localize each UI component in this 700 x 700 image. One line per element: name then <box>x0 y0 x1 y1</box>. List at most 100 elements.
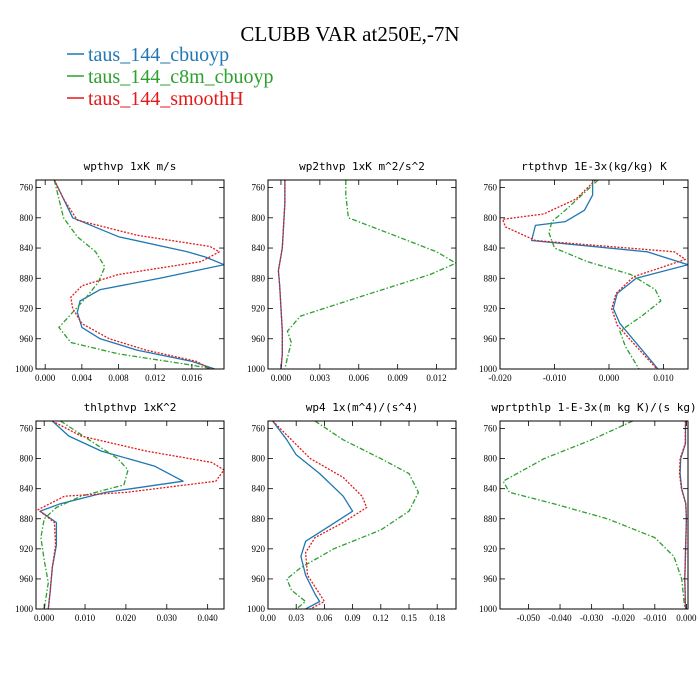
legend-label: taus_144_smoothH <box>88 88 244 110</box>
y-tick-label: 880 <box>484 514 498 524</box>
figure-title: CLUBB VAR at250E,-7N <box>240 22 459 46</box>
panel-title: thlpthvp 1xK^2 <box>84 401 177 414</box>
x-tick-label: 0.000 <box>271 373 292 383</box>
y-tick-label: 800 <box>484 454 498 464</box>
legend-label: taus_144_cbuoyp <box>88 44 229 66</box>
plot-frame <box>35 179 225 370</box>
series-line <box>53 180 224 369</box>
legend: taus_144_cbuoyp taus_144_c8m_cbuoyp taus… <box>67 44 274 110</box>
y-tick-label: 960 <box>252 334 266 344</box>
plot-frame <box>267 420 457 610</box>
x-tick-label: 0.012 <box>426 373 446 383</box>
y-tick-label: 1000 <box>15 604 34 614</box>
y-tick-label: 960 <box>484 334 498 344</box>
x-tick-label: 0.012 <box>145 373 165 383</box>
series-line <box>53 180 215 369</box>
x-tick-label: 0.09 <box>345 613 361 623</box>
x-tick-label: 0.010 <box>653 373 674 383</box>
y-tick-label: 1000 <box>479 604 498 614</box>
y-tick-label: 960 <box>484 574 498 584</box>
x-tick-label: 0.016 <box>182 373 203 383</box>
series-group <box>502 421 688 609</box>
y-tick-label: 760 <box>20 183 34 193</box>
x-tick-label: 0.15 <box>401 613 417 623</box>
panel: wprtpthlp 1-E-3x(m kg K)/(s kg) 760 800 840… <box>479 401 697 623</box>
y-tick-label: 760 <box>484 424 498 434</box>
y-tick-label: 920 <box>484 304 498 314</box>
series-line <box>530 180 688 369</box>
y-tick-label: 880 <box>484 273 498 283</box>
y-tick-label: 920 <box>20 304 34 314</box>
y-tick-label: 760 <box>252 183 266 193</box>
y-tick-label: 800 <box>20 454 34 464</box>
plot-frame <box>499 179 689 370</box>
panel: thlpthvp 1xK^2 760 800 840 880 920 960 10000.00… <box>15 401 225 623</box>
x-tick-label: 0.004 <box>72 373 93 383</box>
y-tick-label: 920 <box>252 544 266 554</box>
x-tick-label: 0.18 <box>429 613 445 623</box>
y-tick-label: 920 <box>20 544 34 554</box>
series-line <box>53 180 221 369</box>
y-tick-label: 1000 <box>15 364 34 374</box>
y-tick-label: 1000 <box>247 364 266 374</box>
x-tick-label: 0.020 <box>116 613 137 623</box>
y-tick-label: 840 <box>252 484 266 494</box>
y-tick-label: 840 <box>484 243 498 253</box>
y-tick-label: 840 <box>484 484 498 494</box>
series-line <box>502 421 686 609</box>
x-tick-label: 0.009 <box>388 373 409 383</box>
x-tick-label: 0.000 <box>35 373 56 383</box>
series-line <box>40 421 129 609</box>
x-tick-label: -0.010 <box>543 373 567 383</box>
panel: wpthvp 1xK m/s76080084088092096010000.00… <box>15 160 225 383</box>
panel: rtpthvp 1E-3x(kg/kg) K 760 800 840 880 920 960… <box>479 160 689 383</box>
y-tick-label: 800 <box>252 213 266 223</box>
x-tick-label: 0.03 <box>288 613 304 623</box>
series-line <box>277 180 286 369</box>
panel: wp2thvp 1xK m^2/s^2 760 800 840 880 920 960 100… <box>247 160 457 383</box>
plot-frame <box>35 420 225 610</box>
x-tick-label: 0.12 <box>373 613 389 623</box>
series-group <box>37 421 224 609</box>
panels: wpthvp 1xK m/s76080084088092096010000.00… <box>15 160 697 623</box>
y-tick-label: 880 <box>252 514 266 524</box>
panel-title: wprtpthlp 1-E-3x(m kg K)/(s kg) <box>491 401 696 414</box>
y-tick-label: 760 <box>20 424 34 434</box>
x-tick-label: 0.008 <box>108 373 129 383</box>
x-tick-label: 0.040 <box>198 613 219 623</box>
series-line <box>286 421 420 609</box>
x-tick-label: 0.006 <box>349 373 370 383</box>
x-tick-label: -0.050 <box>517 613 541 623</box>
x-tick-label: 0.000 <box>599 373 620 383</box>
y-tick-label: 960 <box>252 574 266 584</box>
panel-title: wp4 1x(m^4)/(s^4) <box>306 401 419 414</box>
x-tick-label: -0.020 <box>488 373 512 383</box>
x-tick-label: -0.020 <box>612 613 636 623</box>
y-tick-label: 960 <box>20 334 34 344</box>
panel: wp4 1x(m^4)/(s^4)76080084088092096010000… <box>247 401 457 623</box>
legend-entry: taus_144_smoothH <box>67 88 244 110</box>
series-group <box>53 180 224 369</box>
x-tick-label: 0.06 <box>317 613 333 623</box>
y-tick-label: 1000 <box>247 604 266 614</box>
y-tick-label: 800 <box>20 213 34 223</box>
x-tick-label: -0.010 <box>643 613 667 623</box>
y-tick-label: 960 <box>20 574 34 584</box>
y-tick-label: 920 <box>484 544 498 554</box>
y-tick-label: 800 <box>252 454 266 464</box>
y-tick-label: 800 <box>484 213 498 223</box>
series-line <box>272 421 368 609</box>
panel-title: rtpthvp 1E-3x(kg/kg) K <box>521 160 667 173</box>
plot-frame <box>499 420 689 610</box>
legend-entry: taus_144_c8m_cbuoyp <box>67 66 274 88</box>
legend-label: taus_144_c8m_cbuoyp <box>88 66 274 88</box>
series-group <box>272 421 420 609</box>
series-line <box>284 180 456 369</box>
x-tick-label: 0.010 <box>75 613 96 623</box>
y-tick-label: 880 <box>20 514 34 524</box>
x-tick-label: 0.003 <box>310 373 331 383</box>
legend-entry: taus_144_cbuoyp <box>67 44 229 66</box>
series-group <box>502 180 688 369</box>
x-tick-label: 0.000 <box>34 613 55 623</box>
y-tick-label: 920 <box>252 304 266 314</box>
